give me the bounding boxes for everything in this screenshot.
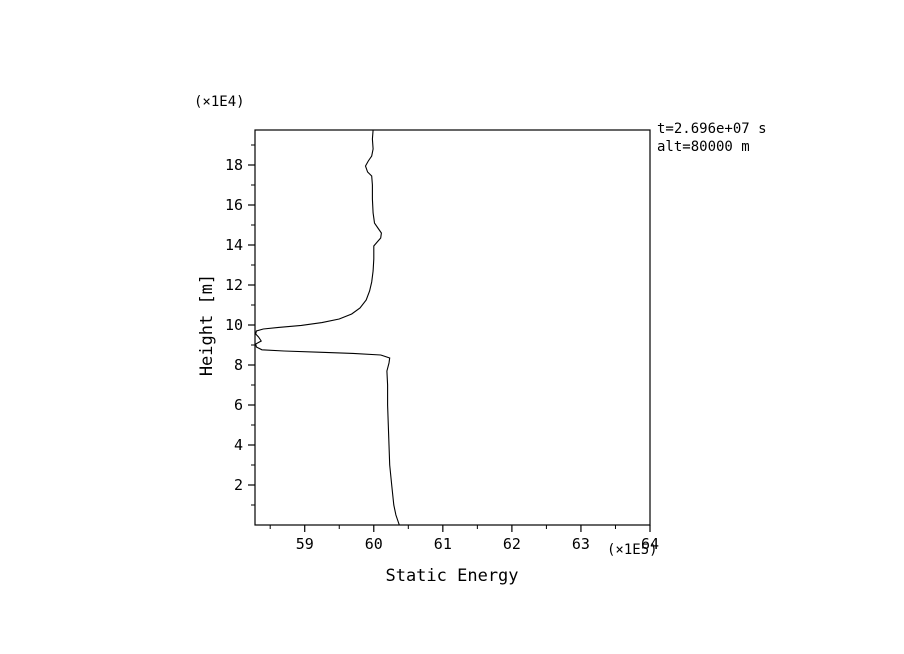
x-tick-label: 59	[296, 535, 314, 553]
annotation-altitude: alt=80000 m	[657, 139, 750, 155]
y-tick-label: 16	[225, 196, 243, 214]
data-curve	[255, 129, 400, 526]
y-tick-label: 10	[225, 316, 243, 334]
x-tick-label: 60	[365, 535, 383, 553]
x-tick-label: 62	[503, 535, 521, 553]
y-tick-label: 2	[234, 476, 243, 494]
x-axis-scale-label: (×1E5)	[607, 542, 658, 558]
y-axis-title: Height [m]	[197, 273, 217, 377]
y-tick-label: 4	[234, 436, 243, 454]
x-tick-label: 63	[572, 535, 590, 553]
y-tick-label: 8	[234, 356, 243, 374]
x-tick-label: 61	[434, 535, 452, 553]
x-axis-title: Static Energy	[385, 566, 519, 586]
y-tick-label: 12	[225, 276, 243, 294]
plot-frame	[254, 129, 651, 526]
x-tick-label: 64	[641, 535, 659, 553]
y-tick-label: 18	[225, 156, 243, 174]
y-tick-label: 6	[234, 396, 243, 414]
y-tick-label: 14	[225, 236, 243, 254]
annotation-time: t=2.696e+07 s	[657, 121, 767, 137]
y-axis-scale-label: (×1E4)	[194, 94, 245, 110]
